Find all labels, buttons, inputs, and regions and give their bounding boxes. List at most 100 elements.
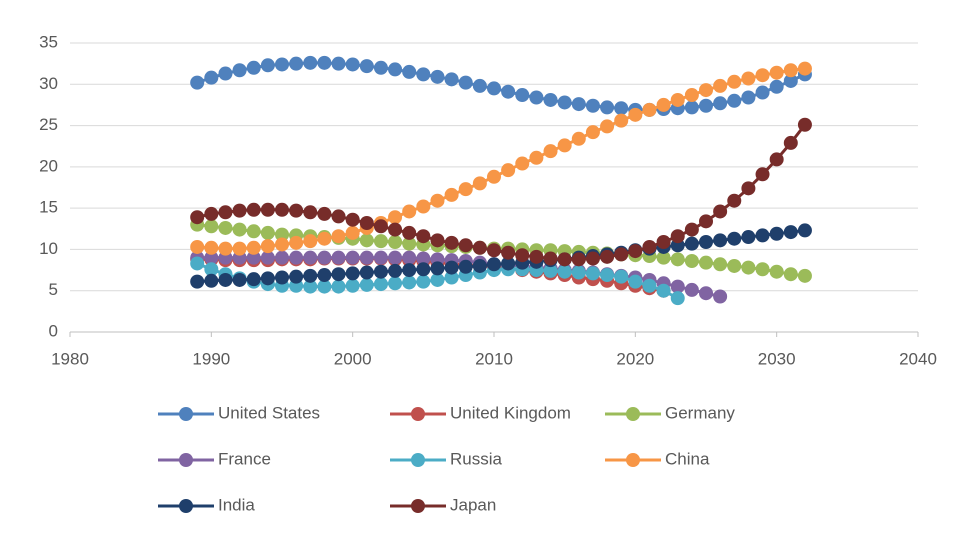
y-tick-label: 20 xyxy=(39,156,58,175)
series-line xyxy=(197,257,664,293)
marker xyxy=(501,256,516,271)
marker xyxy=(218,241,233,256)
marker xyxy=(359,277,374,292)
marker xyxy=(359,265,374,280)
marker xyxy=(430,261,445,276)
marker xyxy=(303,250,318,265)
x-tick-label: 2000 xyxy=(334,349,372,368)
marker xyxy=(402,64,417,79)
marker xyxy=(487,169,501,184)
marker xyxy=(614,269,629,284)
marker xyxy=(600,268,615,283)
marker xyxy=(218,220,233,235)
marker xyxy=(699,214,713,229)
marker xyxy=(373,250,388,265)
marker xyxy=(373,234,388,249)
marker xyxy=(289,235,304,250)
marker xyxy=(642,239,657,254)
marker xyxy=(472,78,487,93)
marker xyxy=(741,71,756,86)
marker xyxy=(543,251,558,266)
legend-label: United Kingdom xyxy=(450,403,571,422)
marker xyxy=(699,83,713,98)
marker xyxy=(741,230,756,245)
marker xyxy=(600,249,615,264)
legend-marker xyxy=(411,453,425,467)
marker xyxy=(275,57,289,72)
marker xyxy=(388,210,403,225)
marker xyxy=(458,75,473,90)
marker xyxy=(585,98,600,113)
marker xyxy=(190,274,205,289)
marker xyxy=(246,224,261,239)
marker xyxy=(373,264,388,279)
marker xyxy=(755,167,770,182)
marker xyxy=(656,250,671,265)
marker xyxy=(472,258,487,273)
legend-marker xyxy=(411,499,425,513)
marker xyxy=(416,229,431,244)
marker xyxy=(289,250,304,265)
marker xyxy=(260,271,275,286)
marker xyxy=(472,176,487,191)
marker xyxy=(656,283,671,298)
marker xyxy=(515,248,530,263)
marker xyxy=(345,266,360,281)
marker xyxy=(727,258,742,273)
marker xyxy=(275,227,289,242)
marker xyxy=(345,57,360,72)
marker xyxy=(713,96,728,111)
legend-label: France xyxy=(218,449,271,468)
marker xyxy=(416,262,431,277)
marker xyxy=(218,205,233,220)
marker xyxy=(727,93,742,108)
marker xyxy=(317,206,332,221)
y-tick-label: 35 xyxy=(39,32,58,51)
legend-marker xyxy=(179,453,193,467)
marker xyxy=(501,245,516,260)
y-tick-label: 30 xyxy=(39,74,58,93)
marker xyxy=(628,107,643,122)
marker xyxy=(557,264,572,279)
legend-label: India xyxy=(218,495,255,514)
marker xyxy=(755,228,770,243)
marker xyxy=(402,275,417,290)
marker xyxy=(345,225,360,240)
marker xyxy=(741,260,756,275)
legend-label: Germany xyxy=(665,403,735,422)
marker xyxy=(303,205,318,220)
x-tick-label: 2030 xyxy=(758,349,796,368)
marker xyxy=(317,268,332,283)
marker xyxy=(458,259,473,274)
marker xyxy=(430,272,445,287)
marker xyxy=(430,193,445,208)
legend-label: Japan xyxy=(450,495,496,514)
marker xyxy=(755,68,770,83)
marker xyxy=(345,250,360,265)
marker xyxy=(684,88,699,103)
marker xyxy=(458,182,473,197)
marker xyxy=(444,260,459,275)
y-tick-label: 10 xyxy=(39,239,58,258)
marker xyxy=(769,65,784,80)
marker xyxy=(727,231,742,246)
marker xyxy=(741,181,756,196)
marker xyxy=(684,236,699,251)
marker xyxy=(303,55,318,70)
legend-marker xyxy=(411,407,425,421)
marker xyxy=(529,90,544,105)
legend-marker xyxy=(179,407,193,421)
marker xyxy=(204,219,219,234)
marker xyxy=(713,257,728,272)
x-tick-label: 2020 xyxy=(616,349,654,368)
marker xyxy=(388,222,403,237)
marker xyxy=(331,209,346,224)
marker xyxy=(670,229,685,244)
marker xyxy=(585,251,600,266)
marker xyxy=(699,98,713,113)
marker xyxy=(727,74,742,89)
marker xyxy=(246,202,261,217)
marker xyxy=(487,81,501,96)
marker xyxy=(614,247,629,262)
marker xyxy=(416,274,431,289)
